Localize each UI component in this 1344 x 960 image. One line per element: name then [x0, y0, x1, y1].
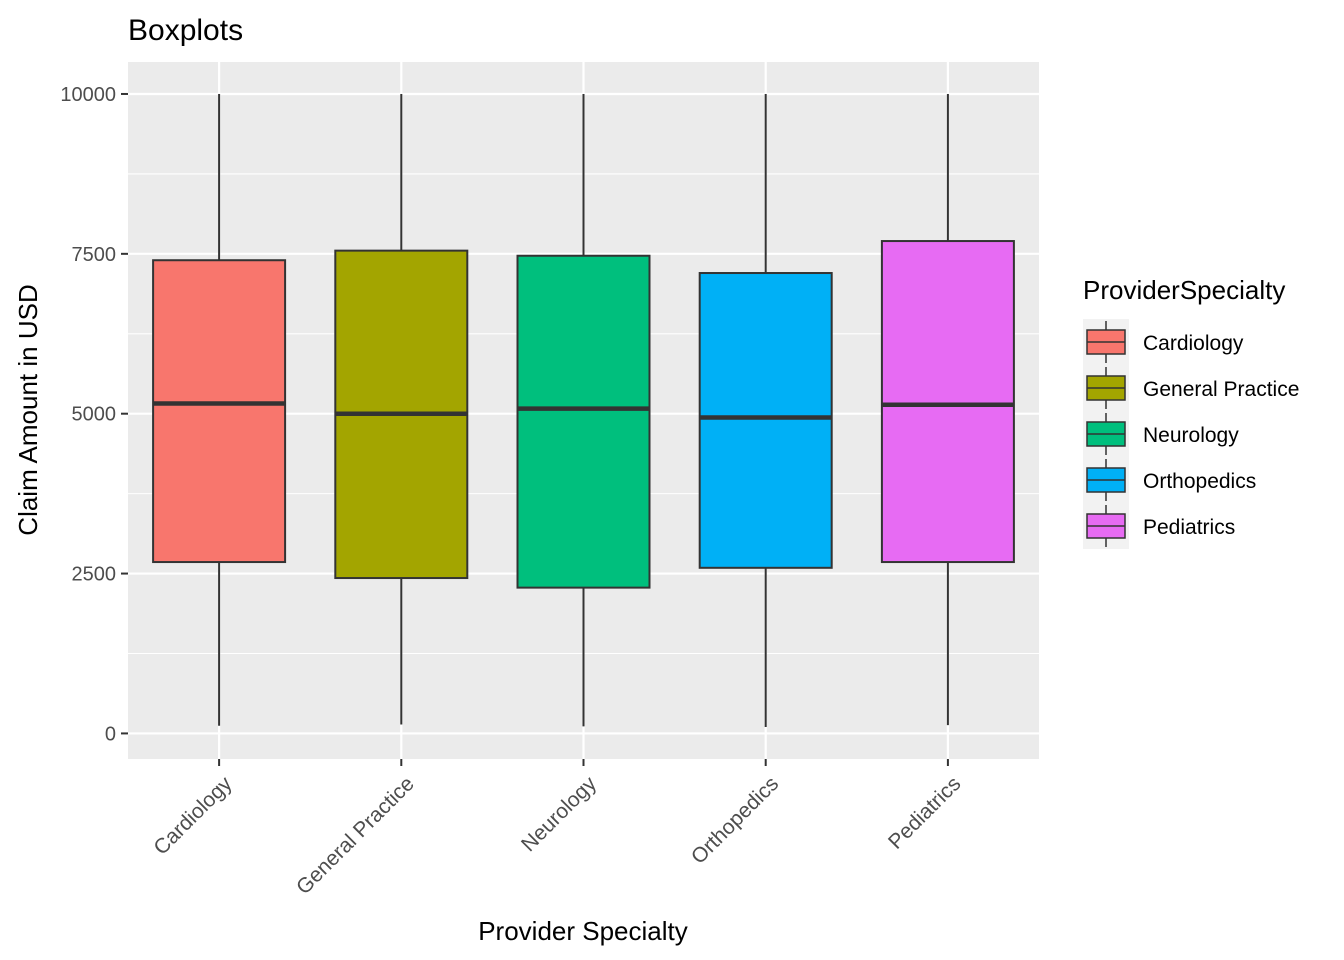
legend-label: Orthopedics [1143, 470, 1256, 493]
legend-title: ProviderSpecialty [1083, 275, 1285, 305]
y-tick-label: 10000 [60, 84, 116, 106]
legend-label: General Practice [1143, 378, 1299, 401]
legend-item: Pediatrics [1086, 505, 1235, 547]
legend-item: Cardiology [1086, 321, 1244, 363]
legend: ProviderSpecialty Cardiology General Prac… [1083, 275, 1299, 549]
y-tick-label: 2500 [72, 564, 117, 586]
x-tick-label: General Practice [292, 772, 419, 899]
x-tick-label: Neurology [517, 772, 601, 856]
box-general-practice [334, 93, 469, 725]
box-body [698, 272, 833, 569]
legend-label: Pediatrics [1143, 516, 1235, 539]
boxes [152, 93, 1015, 728]
box-orthopedics [698, 93, 833, 728]
y-tick-label: 0 [105, 723, 116, 745]
legend-item: Neurology [1086, 413, 1239, 455]
box-neurology [516, 93, 651, 727]
x-tick-label: Cardiology [149, 772, 237, 860]
x-axis: Cardiology General Practice Neurology Ortho… [149, 759, 965, 899]
box-pediatrics [880, 93, 1015, 726]
y-axis-label: Claim Amount in USD [13, 284, 43, 535]
legend-label: Cardiology [1143, 332, 1244, 355]
chart-title: Boxplots [128, 14, 243, 47]
box-cardiology [152, 93, 287, 726]
y-tick-label: 5000 [72, 404, 117, 426]
legend-label: Neurology [1143, 424, 1239, 447]
x-axis-label: Provider Specialty [478, 916, 688, 946]
y-axis: 0 2500 5000 7500 10000 [60, 84, 128, 745]
box-body [152, 259, 287, 564]
x-tick-label: Pediatrics [884, 772, 965, 853]
y-tick-label: 7500 [72, 244, 117, 266]
box-body [516, 254, 651, 589]
legend-item: Orthopedics [1086, 459, 1256, 501]
box-body [880, 240, 1015, 564]
legend-item: General Practice [1086, 367, 1299, 409]
x-tick-label: Orthopedics [687, 772, 783, 868]
